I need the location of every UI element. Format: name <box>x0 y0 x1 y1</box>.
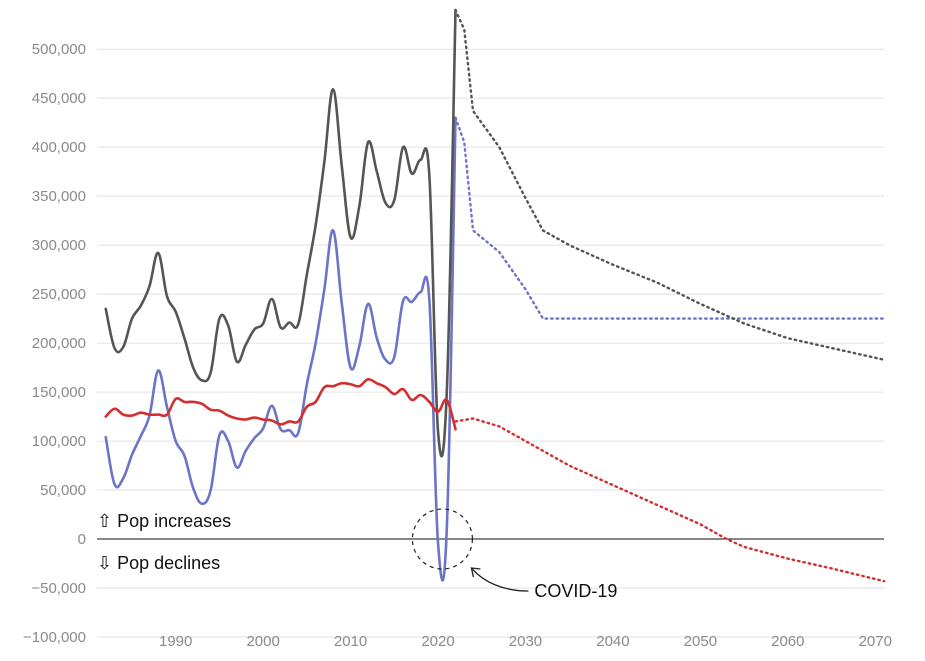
y-tick-label: 200,000 <box>32 335 86 352</box>
y-tick-label: 500,000 <box>32 41 86 58</box>
x-tick-label: 2020 <box>421 633 454 650</box>
y-tick-label: 50,000 <box>40 482 86 499</box>
covid-arrow <box>470 567 529 592</box>
y-tick-label: −100,000 <box>23 629 86 646</box>
x-tick-label: 2000 <box>246 633 279 650</box>
y-tick-label: 350,000 <box>32 188 86 205</box>
y-tick-label: 400,000 <box>32 139 86 156</box>
y-tick-label: 450,000 <box>32 90 86 107</box>
y-tick-label: −50,000 <box>31 580 86 597</box>
pop-declines-label: ⇩ Pop declines <box>97 553 220 573</box>
x-tick-label: 2040 <box>596 633 629 650</box>
y-tick-label: 0 <box>78 531 86 548</box>
x-tick-label: 2060 <box>771 633 804 650</box>
series-lines <box>104 8 886 583</box>
y-tick-label: 250,000 <box>32 286 86 303</box>
y-tick-label: 100,000 <box>32 433 86 450</box>
x-axis-tick-labels: 1990 2000 2010 2020 2030 2040 2050 2060 2070 <box>159 633 892 650</box>
covid-highlight-circle <box>411 508 474 570</box>
y-tick-label: 300,000 <box>32 237 86 254</box>
x-tick-label: 2030 <box>509 633 542 650</box>
y-axis-tick-labels: 500,000 450,000 400,000 350,000 300,000 250,0… <box>23 41 86 646</box>
x-tick-label: 2010 <box>334 633 367 650</box>
covid-label: COVID-19 <box>534 581 617 601</box>
series-line-grey-projection <box>454 8 886 361</box>
series-line-blue <box>104 116 457 582</box>
x-tick-label: 2070 <box>859 633 892 650</box>
series-line-red-projection <box>454 417 886 583</box>
pop-increases-label: ⇧ Pop increases <box>97 511 231 531</box>
series-line-blue-projection <box>454 116 886 320</box>
covid-arrowhead-icon <box>470 567 481 578</box>
x-tick-label: 2050 <box>684 633 717 650</box>
series-line-red <box>104 378 457 431</box>
x-tick-label: 1990 <box>159 633 192 650</box>
series-line-grey <box>104 8 457 458</box>
y-tick-label: 150,000 <box>32 384 86 401</box>
